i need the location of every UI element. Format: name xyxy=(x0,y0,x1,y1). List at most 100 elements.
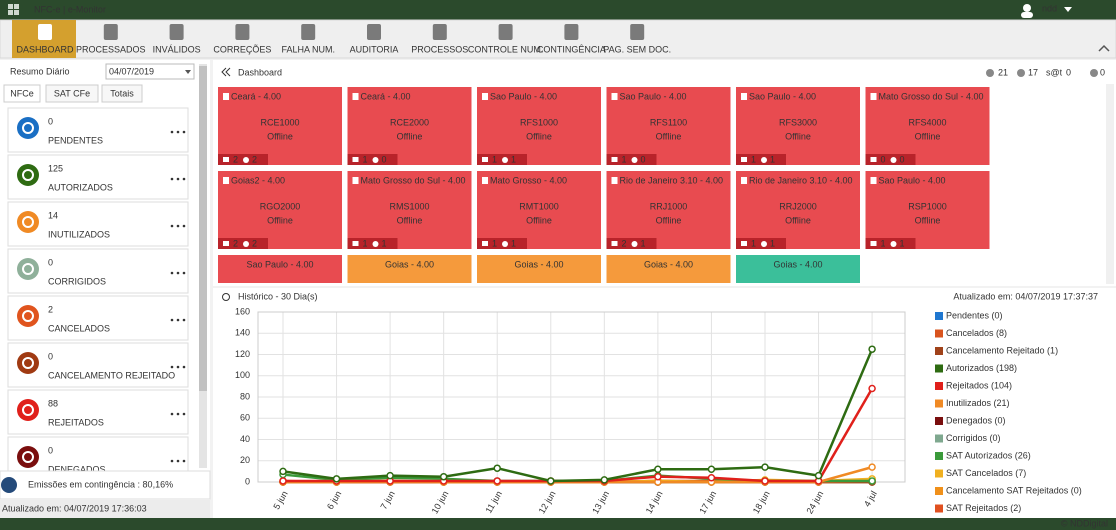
toolbar-icon[interactable] xyxy=(498,24,513,40)
toolbar-label[interactable]: PROCESSOS xyxy=(411,44,468,54)
card-menu[interactable] xyxy=(182,318,186,322)
card-menu[interactable] xyxy=(182,459,186,463)
toolbar-icon[interactable] xyxy=(103,24,118,40)
legend-label[interactable]: SAT Rejeitados (2) xyxy=(946,503,1021,513)
card-menu[interactable] xyxy=(182,412,186,416)
tab[interactable] xyxy=(101,84,143,103)
tab-label[interactable]: NFCe xyxy=(10,88,34,98)
series-point[interactable] xyxy=(761,477,769,485)
card-menu[interactable] xyxy=(176,412,180,416)
series-point[interactable] xyxy=(493,477,501,485)
legend-swatch[interactable] xyxy=(935,347,943,355)
legend-swatch[interactable] xyxy=(935,504,943,513)
legend-swatch[interactable] xyxy=(935,487,943,495)
series-point[interactable] xyxy=(761,463,769,471)
series-point[interactable] xyxy=(707,465,716,473)
legend-swatch[interactable] xyxy=(935,469,943,478)
card-menu[interactable] xyxy=(170,459,174,463)
tab-label[interactable]: Totais xyxy=(110,88,134,98)
dashboard-chevron[interactable] xyxy=(221,67,231,77)
card-menu[interactable] xyxy=(170,271,174,275)
legend-label[interactable]: Cancelamento Rejeitado (1) xyxy=(946,345,1058,355)
series-point[interactable] xyxy=(332,475,341,483)
card-menu[interactable] xyxy=(176,271,180,275)
refresh-icon[interactable] xyxy=(222,293,230,301)
series-point[interactable] xyxy=(600,476,609,484)
legend-swatch[interactable] xyxy=(935,364,943,373)
card-menu[interactable] xyxy=(170,318,174,322)
series-point[interactable] xyxy=(386,471,394,480)
server-tile[interactable] xyxy=(606,255,731,283)
legend-label[interactable]: Corrigidos (0) xyxy=(946,433,1001,443)
toolbar-label[interactable]: FALHA NUM. xyxy=(281,44,335,54)
server-tile[interactable] xyxy=(736,87,860,165)
legend-label[interactable]: SAT Cancelados (7) xyxy=(946,468,1026,478)
toolbar-icon[interactable] xyxy=(630,24,645,40)
card-menu[interactable] xyxy=(170,412,174,416)
legend-swatch[interactable] xyxy=(935,399,943,408)
card-menu[interactable] xyxy=(170,177,174,181)
series-point[interactable] xyxy=(868,463,876,471)
scroll-thumb[interactable] xyxy=(199,66,207,391)
server-tile[interactable] xyxy=(477,87,601,165)
legend-swatch[interactable] xyxy=(935,434,943,443)
server-tile[interactable] xyxy=(736,171,860,249)
date-caret[interactable] xyxy=(185,70,191,74)
series-point[interactable] xyxy=(279,467,287,476)
legend-label[interactable]: Rejeitados (104) xyxy=(946,380,1012,390)
series-point[interactable] xyxy=(814,471,823,480)
series-point[interactable] xyxy=(868,345,876,353)
series-point[interactable] xyxy=(707,474,716,482)
series-point[interactable] xyxy=(279,477,287,485)
server-tile[interactable] xyxy=(347,87,472,165)
toolbar-label[interactable]: CORREÇÕES xyxy=(213,44,271,54)
server-tile[interactable] xyxy=(477,255,601,283)
summary-card[interactable] xyxy=(7,389,189,435)
card-menu[interactable] xyxy=(176,224,180,228)
card-menu[interactable] xyxy=(176,130,180,134)
card-menu[interactable] xyxy=(176,365,180,369)
server-tile[interactable] xyxy=(865,171,990,249)
server-tile[interactable] xyxy=(736,255,860,283)
toolbar-label[interactable]: PROCESSADOS xyxy=(76,44,146,54)
toolbar-icon[interactable] xyxy=(564,24,579,40)
legend-swatch[interactable] xyxy=(935,312,943,320)
server-tile[interactable] xyxy=(218,87,342,165)
server-tile[interactable] xyxy=(606,171,731,249)
card-menu[interactable] xyxy=(182,365,186,369)
toolbar-icon[interactable] xyxy=(38,24,52,40)
card-menu[interactable] xyxy=(176,459,180,463)
toolbar-label[interactable]: CONTINGÊNCIA xyxy=(537,44,606,54)
card-menu[interactable] xyxy=(170,130,174,134)
card-menu[interactable] xyxy=(176,177,180,181)
user-caret[interactable] xyxy=(1064,7,1072,12)
legend-label[interactable]: SAT Autorizados (26) xyxy=(946,450,1031,460)
date[interactable]: 04/07/2019 xyxy=(109,66,154,76)
card-menu[interactable] xyxy=(182,271,186,275)
server-tile[interactable] xyxy=(347,171,472,249)
toolbar-label[interactable]: PAG. SEM DOC. xyxy=(603,44,671,54)
toolbar-icon[interactable] xyxy=(301,24,316,40)
server-tile[interactable] xyxy=(218,255,342,283)
series-point[interactable] xyxy=(868,384,876,393)
legend-swatch[interactable] xyxy=(935,417,943,425)
collapse-icon[interactable] xyxy=(1098,44,1110,52)
series-point[interactable] xyxy=(654,465,662,473)
server-tile[interactable] xyxy=(218,171,342,249)
toolbar-label[interactable]: AUDITORIA xyxy=(350,44,399,54)
user-icon[interactable] xyxy=(1021,12,1033,18)
card-menu[interactable] xyxy=(170,365,174,369)
date-box[interactable] xyxy=(105,63,195,80)
legend-label[interactable]: Inutilizados (21) xyxy=(946,398,1010,408)
tab[interactable] xyxy=(3,84,41,103)
toolbar-icon[interactable] xyxy=(169,24,184,40)
card-menu[interactable] xyxy=(182,177,186,181)
server-tile[interactable] xyxy=(477,171,601,249)
toolbar-label[interactable]: DASHBOARD xyxy=(16,44,74,54)
series-point[interactable] xyxy=(654,472,662,481)
toolbar-icon[interactable] xyxy=(367,24,381,40)
server-tile[interactable] xyxy=(606,87,731,165)
legend-swatch[interactable] xyxy=(935,329,943,338)
legend-label[interactable]: Cancelamento SAT Rejeitados (0) xyxy=(946,485,1082,495)
series-point[interactable] xyxy=(439,472,448,481)
